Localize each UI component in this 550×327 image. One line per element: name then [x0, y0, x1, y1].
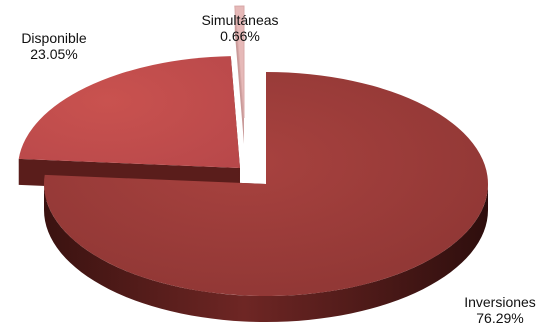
slice-percent: 76.29%: [476, 310, 524, 326]
slice-inversiones: [44, 72, 489, 296]
slice-label-disponible: Disponible 23.05%: [4, 30, 104, 62]
slice-percent: 0.66%: [220, 28, 260, 44]
slice-simultáneas: [234, 5, 245, 119]
slice-label-inversiones: Inversiones 76.29%: [452, 294, 548, 326]
slice-name: Disponible: [21, 30, 87, 46]
slice-percent: 23.05%: [30, 46, 78, 62]
slice-disponible: [18, 56, 241, 169]
slice-name: Inversiones: [464, 294, 536, 310]
slice-name: Simultáneas: [201, 12, 279, 28]
slice-side-inversiones: [44, 184, 488, 322]
pie-slices: [18, 5, 489, 322]
slice-wall-simultáneas: [234, 6, 244, 145]
slice-label-simultaneas: Simultáneas 0.66%: [190, 12, 290, 44]
